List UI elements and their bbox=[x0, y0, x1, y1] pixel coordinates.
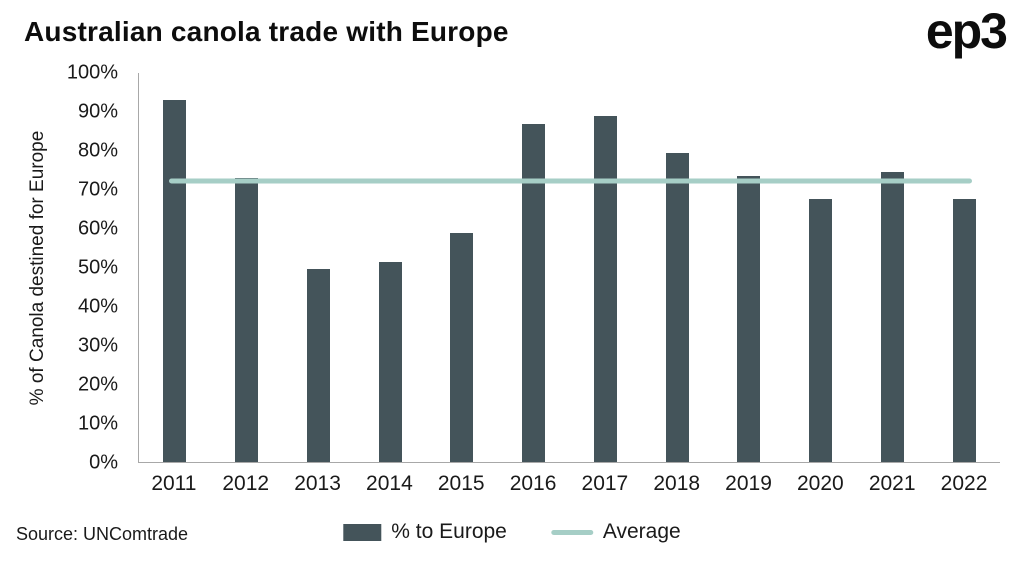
x-tick-2019: 2019 bbox=[725, 472, 772, 495]
y-tick-20: 20% bbox=[77, 373, 118, 396]
bar-2012 bbox=[235, 178, 259, 462]
x-tick-2022: 2022 bbox=[940, 472, 988, 495]
y-tick-100: 100% bbox=[66, 61, 118, 84]
bar-2016 bbox=[522, 123, 546, 462]
x-axis-ticks: 2011 2012 2013 2014 2015 2016 2017 2018 2019 2020… bbox=[138, 472, 1000, 496]
y-tick-40: 40% bbox=[77, 295, 118, 318]
bar-slot-2021 bbox=[857, 73, 929, 462]
x-tick-2012: 2012 bbox=[222, 472, 270, 495]
bar-2020 bbox=[809, 199, 833, 462]
legend-line-swatch bbox=[550, 529, 593, 535]
x-tick-2016: 2016 bbox=[509, 472, 557, 495]
y-tick-60: 60% bbox=[77, 217, 118, 240]
bar-slot-2016 bbox=[498, 73, 570, 462]
bar-slot-2012 bbox=[211, 73, 283, 462]
bar-slot-2020 bbox=[785, 73, 857, 462]
bar-slot-2022 bbox=[928, 73, 1000, 462]
x-tick-2018: 2018 bbox=[653, 472, 701, 495]
x-tick-2014: 2014 bbox=[366, 472, 413, 495]
bar-2022 bbox=[952, 199, 976, 462]
y-tick-0: 0% bbox=[89, 451, 118, 474]
x-tick-2015: 2015 bbox=[437, 472, 485, 495]
x-tick-2011: 2011 bbox=[151, 472, 197, 495]
legend-bar-swatch bbox=[343, 523, 382, 541]
y-tick-80: 80% bbox=[77, 139, 118, 162]
bar-slot-2019 bbox=[713, 73, 785, 462]
x-tick-2017: 2017 bbox=[581, 472, 629, 495]
bar-slot-2013 bbox=[283, 73, 355, 462]
x-tick-2020: 2020 bbox=[797, 472, 844, 495]
bar-2019 bbox=[737, 176, 761, 462]
bar-slot-2014 bbox=[354, 73, 426, 462]
average-line bbox=[169, 178, 972, 184]
bar-slot-2015 bbox=[426, 73, 498, 462]
y-tick-30: 30% bbox=[77, 334, 118, 357]
bar-slot-2011 bbox=[139, 73, 211, 462]
bar-slot-2018 bbox=[641, 73, 713, 462]
bar-2015 bbox=[450, 232, 474, 462]
x-tick-2013: 2013 bbox=[294, 472, 341, 495]
chart-title: Australian canola trade with Europe bbox=[24, 16, 509, 47]
legend-bar-label: % to Europe bbox=[391, 520, 507, 543]
y-tick-10: 10% bbox=[77, 412, 118, 435]
x-tick-2021: 2021 bbox=[868, 472, 916, 495]
legend-line-label: Average bbox=[602, 520, 681, 543]
bar-2011 bbox=[163, 100, 187, 462]
bar-2013 bbox=[306, 269, 330, 462]
bar-2018 bbox=[665, 152, 689, 462]
bar-2014 bbox=[378, 261, 402, 462]
source-note: Source: UNComtrade bbox=[16, 524, 189, 544]
bar-slot-2017 bbox=[570, 73, 642, 462]
ep3-logo: ep3 bbox=[925, 3, 1008, 59]
bar-2021 bbox=[880, 172, 904, 462]
plot-area bbox=[138, 73, 1000, 463]
bar-2017 bbox=[593, 115, 617, 462]
y-tick-90: 90% bbox=[77, 100, 118, 123]
y-tick-70: 70% bbox=[77, 178, 118, 201]
y-axis-ticks: 0% 10% 20% 30% 40% 50% 60% 70% 80% 90% 100% bbox=[0, 62, 128, 474]
legend: % to Europe Average bbox=[343, 520, 681, 544]
y-tick-50: 50% bbox=[77, 256, 118, 279]
